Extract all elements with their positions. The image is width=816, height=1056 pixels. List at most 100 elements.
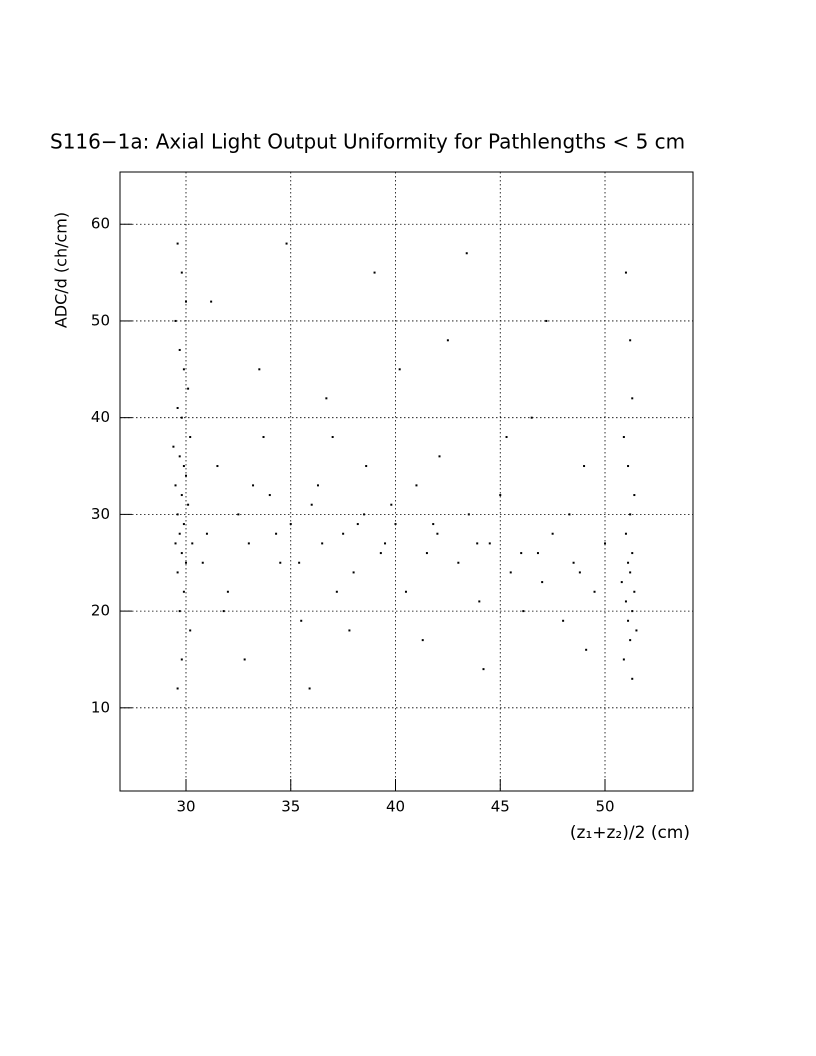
point — [398, 368, 401, 371]
point — [551, 532, 554, 535]
point — [499, 494, 502, 497]
y-tick-label: 40 — [91, 408, 110, 426]
point — [631, 610, 634, 613]
point — [421, 639, 424, 642]
point — [268, 494, 271, 497]
point — [325, 397, 328, 400]
point — [182, 523, 185, 526]
y-tick-label: 50 — [91, 311, 110, 329]
point — [522, 610, 525, 613]
point — [348, 629, 351, 632]
point — [308, 687, 311, 690]
point — [180, 271, 183, 274]
point — [331, 436, 334, 439]
point — [310, 503, 313, 506]
point — [572, 561, 575, 564]
point — [321, 542, 324, 545]
point — [482, 668, 485, 671]
point — [505, 436, 508, 439]
point — [352, 571, 355, 574]
point — [178, 610, 181, 613]
plot-frame — [119, 171, 694, 792]
point — [189, 436, 192, 439]
point — [624, 532, 627, 535]
point — [300, 619, 303, 622]
point — [627, 465, 630, 468]
point — [189, 629, 192, 632]
point — [620, 581, 623, 584]
point — [222, 610, 225, 613]
x-tick-label: 35 — [281, 798, 300, 816]
point — [488, 542, 491, 545]
point — [187, 503, 190, 506]
point — [237, 513, 240, 516]
y-tick-label: 30 — [91, 505, 110, 523]
point — [425, 552, 428, 555]
point — [622, 658, 625, 661]
point — [583, 465, 586, 468]
point — [178, 532, 181, 535]
point — [172, 445, 175, 448]
point — [394, 523, 397, 526]
point — [541, 581, 544, 584]
point — [467, 513, 470, 516]
point — [629, 639, 632, 642]
point — [631, 397, 634, 400]
point — [593, 590, 596, 593]
point — [178, 455, 181, 458]
point — [363, 513, 366, 516]
point — [627, 561, 630, 564]
point — [174, 484, 177, 487]
point — [247, 542, 250, 545]
point — [384, 542, 387, 545]
point — [404, 590, 407, 593]
point — [243, 658, 246, 661]
point — [446, 339, 449, 342]
point — [356, 523, 359, 526]
point — [258, 368, 261, 371]
point — [562, 619, 565, 622]
point — [262, 436, 265, 439]
point — [289, 523, 292, 526]
point — [629, 513, 632, 516]
x-tick-label: 40 — [386, 798, 405, 816]
x-axis-label: (z₁+z₂)/2 (cm) — [570, 823, 690, 843]
point — [180, 416, 183, 419]
point — [342, 532, 345, 535]
point — [432, 523, 435, 526]
point — [457, 561, 460, 564]
point — [187, 387, 190, 390]
point — [379, 552, 382, 555]
point — [178, 348, 181, 351]
point — [176, 687, 179, 690]
point — [629, 571, 632, 574]
point — [530, 416, 533, 419]
point — [298, 561, 301, 564]
point — [604, 542, 607, 545]
x-tick-label: 45 — [491, 798, 510, 816]
point — [545, 319, 548, 322]
point — [585, 648, 588, 651]
y-tick-label: 20 — [91, 602, 110, 620]
point — [438, 455, 441, 458]
point — [184, 474, 187, 477]
point — [216, 465, 219, 468]
point — [631, 677, 634, 680]
point — [176, 406, 179, 409]
point — [629, 339, 632, 342]
point — [631, 552, 634, 555]
point — [285, 242, 288, 245]
point — [205, 532, 208, 535]
point — [316, 484, 319, 487]
point — [279, 561, 282, 564]
point — [622, 436, 625, 439]
point — [182, 590, 185, 593]
point — [476, 542, 479, 545]
point — [509, 571, 512, 574]
point — [176, 242, 179, 245]
point — [191, 542, 194, 545]
point — [578, 571, 581, 574]
point — [184, 300, 187, 303]
x-tick-label: 30 — [176, 798, 195, 816]
